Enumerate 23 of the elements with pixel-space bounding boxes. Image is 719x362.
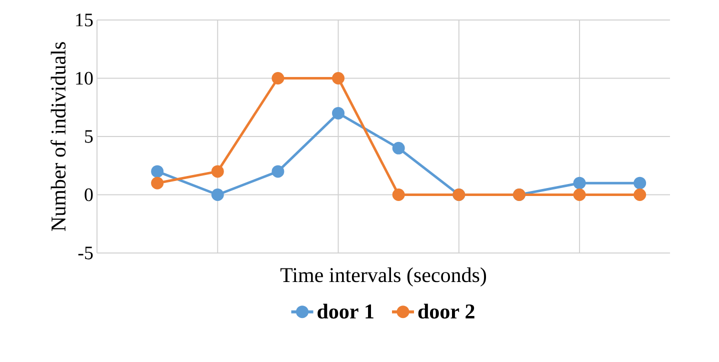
point	[151, 176, 164, 190]
y-tick-label: 0	[84, 188, 93, 202]
y-tick-label: 5	[85, 130, 93, 143]
point	[392, 142, 405, 154]
point	[211, 188, 224, 201]
point	[151, 165, 164, 178]
point	[332, 106, 345, 120]
y-tick-label: -5	[78, 246, 93, 260]
y-axis-title: Number of individuals	[50, 42, 66, 231]
y-tick-label: 10	[76, 72, 93, 85]
point	[634, 176, 646, 190]
point	[573, 176, 586, 190]
point	[392, 188, 405, 201]
point	[332, 72, 345, 84]
x-axis-title: Time intervals (seconds)	[280, 267, 486, 286]
legend-label: door 2	[418, 304, 474, 319]
point	[272, 72, 284, 84]
point	[634, 188, 646, 201]
point	[272, 165, 284, 178]
legend-label: door 1	[318, 304, 374, 319]
point	[573, 188, 586, 201]
point	[211, 165, 224, 178]
y-tick-label: 15	[76, 14, 93, 26]
